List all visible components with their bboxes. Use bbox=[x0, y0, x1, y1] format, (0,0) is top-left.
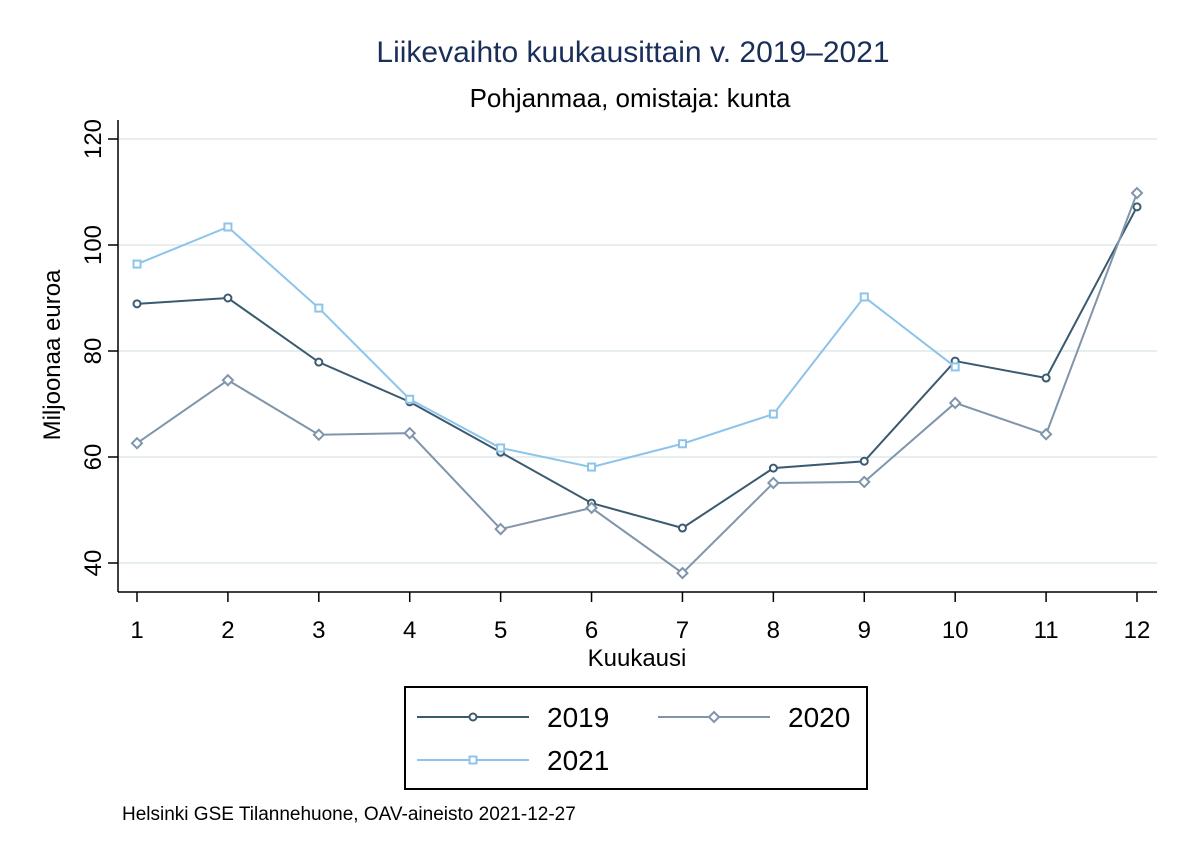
data-point-2019 bbox=[468, 712, 478, 722]
data-point-2020 bbox=[707, 710, 721, 724]
legend-item-2020: 2020 bbox=[658, 702, 850, 733]
series-line-2019 bbox=[136, 206, 1138, 530]
data-point-2019 bbox=[223, 293, 233, 303]
data-point-2020 bbox=[130, 436, 144, 450]
x-tick-label: 2 bbox=[221, 617, 234, 644]
legend-label: 2019 bbox=[547, 702, 609, 733]
data-point-2021 bbox=[950, 362, 960, 372]
series-line-2021 bbox=[136, 225, 956, 469]
chart-title: Liikevaihto kuukausittain v. 2019–2021 bbox=[376, 36, 889, 69]
y-tick-label: 60 bbox=[80, 444, 107, 471]
data-point-2021 bbox=[859, 292, 869, 302]
data-point-2019 bbox=[1132, 202, 1142, 212]
chart-subtitle: Pohjanmaa, omistaja: kunta bbox=[470, 83, 791, 113]
x-tick-label: 5 bbox=[494, 617, 507, 644]
data-point-2021 bbox=[587, 462, 597, 472]
x-tick-label: 7 bbox=[676, 617, 689, 644]
data-point-2019 bbox=[314, 357, 324, 367]
data-point-2020 bbox=[676, 566, 689, 580]
data-point-2019 bbox=[1041, 373, 1051, 383]
legend-label: 2021 bbox=[547, 745, 609, 776]
data-point-2020 bbox=[857, 475, 871, 489]
x-tick-label: 10 bbox=[942, 617, 969, 644]
data-point-2021 bbox=[468, 755, 478, 765]
x-tick-label: 3 bbox=[312, 617, 325, 644]
x-tick-label: 6 bbox=[585, 617, 598, 644]
data-point-2020 bbox=[312, 428, 326, 442]
data-point-2020 bbox=[221, 373, 235, 387]
x-tick-label: 9 bbox=[858, 617, 871, 644]
data-point-2020 bbox=[403, 426, 417, 440]
x-tick-label: 8 bbox=[767, 617, 780, 644]
data-point-2021 bbox=[677, 439, 687, 449]
x-tick-label: 11 bbox=[1034, 617, 1059, 644]
data-point-2019 bbox=[132, 299, 142, 309]
data-point-2021 bbox=[223, 222, 233, 232]
legend bbox=[404, 686, 868, 790]
data-point-2020 bbox=[1130, 186, 1144, 200]
data-point-2021 bbox=[405, 394, 415, 404]
source-note: Helsinki GSE Tilannehuone, OAV-aineisto … bbox=[122, 804, 576, 825]
series-line-2020 bbox=[136, 192, 1138, 575]
y-tick-label: 40 bbox=[80, 550, 107, 577]
legend-item-2019: 2019 bbox=[417, 702, 609, 733]
data-point-2021 bbox=[314, 303, 324, 313]
legend-label: 2020 bbox=[788, 702, 850, 733]
data-point-2019 bbox=[768, 463, 778, 473]
data-point-2020 bbox=[1039, 427, 1053, 441]
x-tick-label: 1 bbox=[130, 617, 143, 644]
x-tick-label: 4 bbox=[403, 617, 416, 644]
y-axis-label: Miljoonaa euroa bbox=[39, 269, 66, 440]
data-point-2021 bbox=[496, 443, 506, 453]
data-point-2020 bbox=[948, 396, 962, 410]
y-tick-label: 100 bbox=[80, 225, 107, 265]
y-tick-label: 120 bbox=[80, 119, 107, 159]
data-point-2020 bbox=[585, 501, 598, 515]
data-point-2020 bbox=[494, 522, 508, 536]
x-tick-label: 12 bbox=[1124, 617, 1151, 644]
data-point-2020 bbox=[766, 476, 780, 490]
data-point-2019 bbox=[859, 456, 869, 466]
series-2020 bbox=[130, 186, 1144, 580]
y-tick-label: 80 bbox=[80, 338, 107, 365]
x-axis-label: Kuukausi bbox=[588, 645, 687, 672]
legend-item-2021: 2021 bbox=[417, 745, 609, 776]
data-point-2021 bbox=[768, 409, 778, 419]
data-point-2019 bbox=[677, 523, 687, 533]
data-point-2021 bbox=[132, 259, 142, 269]
series-2021 bbox=[132, 222, 960, 472]
